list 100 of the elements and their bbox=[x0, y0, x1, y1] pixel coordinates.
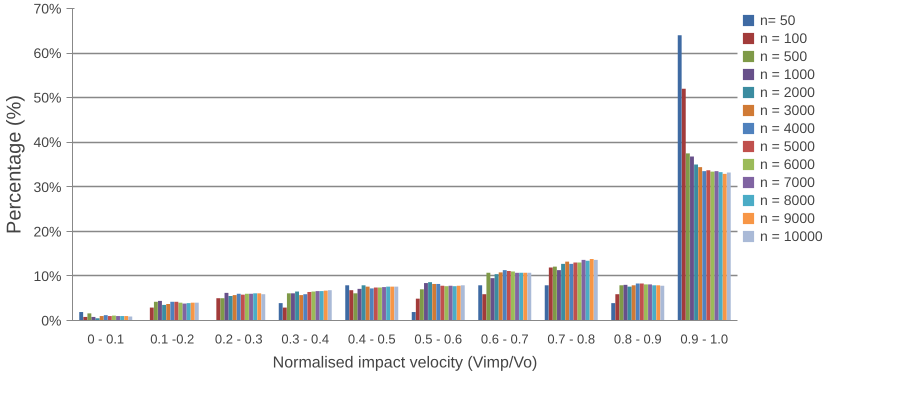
bar bbox=[100, 316, 104, 320]
bar bbox=[624, 284, 628, 320]
x-tick-label: 0.4 - 0.5 bbox=[348, 332, 396, 346]
bar bbox=[486, 272, 490, 320]
legend-label: n = 2000 bbox=[760, 84, 815, 100]
legend-label: n = 6000 bbox=[760, 156, 815, 172]
bar bbox=[240, 294, 245, 320]
bar bbox=[320, 291, 324, 320]
y-tick-label: 0% bbox=[41, 312, 62, 328]
bar bbox=[291, 293, 295, 320]
bar bbox=[506, 271, 511, 320]
bar bbox=[112, 316, 116, 320]
bar bbox=[228, 296, 233, 320]
y-tick-label: 70% bbox=[33, 0, 62, 16]
bar bbox=[154, 302, 158, 320]
bar bbox=[316, 291, 320, 320]
bar bbox=[573, 262, 578, 320]
x-tick-label: 0.9 - 1.0 bbox=[680, 332, 728, 346]
bar bbox=[648, 284, 652, 320]
bar bbox=[565, 262, 570, 320]
bar bbox=[440, 286, 444, 320]
x-tick-label: 0.5 - 0.6 bbox=[414, 332, 462, 346]
legend-label: n = 3000 bbox=[760, 102, 815, 118]
bar bbox=[694, 164, 698, 320]
bar bbox=[158, 300, 162, 320]
legend-label: n = 1000 bbox=[760, 66, 815, 82]
bar bbox=[494, 274, 499, 320]
bar bbox=[706, 170, 710, 320]
bar bbox=[644, 284, 648, 320]
bar bbox=[452, 286, 457, 320]
bar bbox=[358, 288, 362, 320]
bar bbox=[515, 272, 519, 320]
bar bbox=[698, 167, 702, 320]
x-tick-label: 0.2 - 0.3 bbox=[214, 332, 263, 346]
x-tick-label: 0.7 - 0.8 bbox=[547, 332, 596, 346]
bar bbox=[186, 303, 191, 320]
bar bbox=[386, 286, 390, 320]
bar bbox=[490, 278, 494, 320]
y-tick-label: 40% bbox=[33, 134, 62, 150]
legend-label: n = 4000 bbox=[760, 120, 815, 136]
bar bbox=[722, 174, 727, 320]
bar bbox=[718, 172, 723, 320]
bar bbox=[374, 288, 378, 320]
y-tick-label: 10% bbox=[33, 268, 62, 284]
bar bbox=[166, 304, 170, 320]
legend-label: n = 5000 bbox=[760, 138, 815, 154]
bar bbox=[619, 285, 624, 320]
bar bbox=[224, 292, 228, 320]
bar bbox=[582, 260, 586, 320]
bar bbox=[286, 293, 291, 320]
bar bbox=[232, 295, 237, 320]
bar bbox=[432, 284, 436, 320]
legend-label: n = 500 bbox=[760, 48, 808, 64]
bar bbox=[498, 272, 503, 320]
x-tick-label: 0.3 - 0.4 bbox=[281, 332, 330, 346]
bar bbox=[162, 304, 166, 320]
legend-label: n = 7000 bbox=[760, 174, 815, 190]
y-tick-label: 30% bbox=[33, 178, 62, 195]
bar bbox=[682, 88, 686, 320]
legend-label: n = 9000 bbox=[760, 210, 815, 226]
bar bbox=[120, 316, 124, 320]
bar bbox=[557, 270, 561, 320]
bar bbox=[295, 292, 300, 320]
bar bbox=[366, 286, 370, 320]
bar bbox=[362, 285, 366, 320]
bar bbox=[428, 282, 432, 320]
bar bbox=[702, 171, 706, 320]
x-axis-title: Normalised impact velocity (Vimp/Vo) bbox=[272, 354, 538, 372]
bar bbox=[519, 272, 524, 320]
bar bbox=[714, 171, 718, 320]
bar bbox=[444, 286, 448, 320]
x-tick-label: 0.6 - 0.7 bbox=[480, 332, 529, 346]
bar bbox=[249, 294, 253, 320]
bar bbox=[108, 316, 112, 320]
bar bbox=[552, 266, 557, 320]
bar bbox=[424, 283, 428, 320]
bar bbox=[353, 293, 358, 320]
y-axis-title: Percentage (%) bbox=[3, 95, 26, 234]
bar bbox=[378, 288, 382, 320]
bar bbox=[726, 172, 731, 320]
x-tick-label: 0.1 -0.2 bbox=[150, 332, 194, 346]
bar bbox=[299, 295, 304, 320]
bar bbox=[253, 293, 258, 320]
bar bbox=[561, 264, 566, 320]
bar bbox=[178, 302, 182, 320]
bar bbox=[690, 156, 694, 320]
x-tick-label: 0.8 - 0.9 bbox=[614, 332, 662, 346]
legend-label: n = 10000 bbox=[760, 228, 823, 244]
legend-label: n = 8000 bbox=[760, 192, 815, 208]
legend-label: n = 100 bbox=[760, 30, 808, 46]
bar bbox=[87, 313, 92, 320]
bar bbox=[382, 287, 386, 320]
bar bbox=[307, 292, 312, 320]
bar bbox=[448, 286, 452, 320]
bar bbox=[632, 285, 636, 320]
bar bbox=[220, 298, 224, 320]
bar bbox=[686, 153, 690, 320]
y-tick-label: 20% bbox=[33, 223, 62, 240]
legend-label: n= 50 bbox=[760, 12, 796, 28]
bar bbox=[311, 292, 316, 320]
